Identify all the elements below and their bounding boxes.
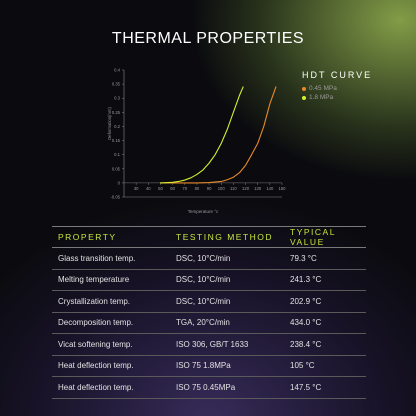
legend-title: HDT CURVE bbox=[302, 70, 373, 80]
method-cell: DSC, 10°C/min bbox=[170, 269, 284, 291]
y-tick-label: -0.05 bbox=[110, 195, 120, 200]
legend-label: 1.8 MPa bbox=[309, 94, 334, 101]
value-cell: 147.5 °C bbox=[284, 376, 366, 399]
x-axis-label: Temperature °c bbox=[188, 209, 219, 214]
property-cell: Crystallization temp. bbox=[52, 290, 170, 313]
value-cell: 105 °C bbox=[284, 355, 366, 377]
table-row: Vicat softening temp. ISO 306, GB/T 1633… bbox=[52, 333, 366, 356]
x-tick-label: 60 bbox=[170, 186, 175, 191]
y-tick-label: 0 bbox=[118, 180, 121, 185]
chart-legend: HDT CURVE 0.45 MPa 1.8 MPa bbox=[302, 70, 372, 103]
property-cell: Decomposition temp. bbox=[52, 312, 170, 334]
legend-item-18mpa: 1.8 MPa bbox=[302, 94, 372, 101]
value-cell: 241.3 °C bbox=[284, 269, 366, 291]
legend-item-045mpa: 0.45 MPa bbox=[302, 85, 372, 92]
hdt-curve-chart: -0.05 0 0.05 0.1 0.15 0.2 0.25 0.3 0.35 0.4 30 40 50… bbox=[107, 68, 287, 215]
x-tick-label: 30 bbox=[134, 186, 139, 191]
y-tick-label: 0.3 bbox=[114, 96, 120, 101]
method-cell: DSC, 10°C/min bbox=[170, 290, 284, 313]
table-row: Melting temperature DSC, 10°C/min 241.3 … bbox=[52, 269, 366, 291]
value-cell: 202.9 °C bbox=[284, 290, 366, 313]
x-tick-label: 50 bbox=[158, 186, 163, 191]
x-tick-label: 90 bbox=[207, 186, 212, 191]
property-cell: Melting temperature bbox=[52, 269, 170, 291]
method-cell: TGA, 20°C/min bbox=[170, 312, 284, 334]
series-line-1 bbox=[159, 86, 244, 184]
y-tick-label: 0.2 bbox=[114, 124, 120, 129]
x-tick-label: 120 bbox=[242, 186, 250, 191]
y-tick-label: 0.35 bbox=[112, 82, 121, 87]
property-cell: Heat deflection temp. bbox=[52, 376, 170, 399]
thermal-properties-table: PROPERTY TESTING METHOD TYPICAL VALUE Gl… bbox=[52, 226, 366, 399]
y-tick-label: 0.05 bbox=[112, 166, 121, 171]
value-cell: 79.3 °C bbox=[284, 247, 366, 270]
x-tick-label: 100 bbox=[218, 186, 226, 191]
x-tick-label: 80 bbox=[195, 186, 200, 191]
y-tick-label: 0.4 bbox=[114, 68, 120, 73]
page-title: THERMAL PROPERTIES bbox=[111, 30, 305, 47]
legend-swatch bbox=[302, 95, 306, 100]
table-row: Decomposition temp. TGA, 20°C/min 434.0 … bbox=[52, 312, 366, 334]
y-tick-label: 0.25 bbox=[112, 110, 121, 115]
property-cell: Heat deflection temp. bbox=[52, 355, 170, 377]
column-header: TYPICAL VALUE bbox=[284, 226, 366, 248]
table-header-row: PROPERTY TESTING METHOD TYPICAL VALUE bbox=[52, 226, 366, 248]
x-tick-label: 70 bbox=[182, 186, 187, 191]
x-tick-label: 130 bbox=[254, 186, 262, 191]
method-cell: ISO 75 1.8MPa bbox=[170, 355, 284, 377]
x-tick-label: 110 bbox=[230, 186, 237, 191]
y-tick-label: 0.15 bbox=[112, 138, 121, 143]
value-cell: 434.0 °C bbox=[284, 312, 366, 334]
table-row: Heat deflection temp. ISO 75 1.8MPa 105 … bbox=[52, 355, 366, 377]
table-row: Heat deflection temp. ISO 75 0.45MPa 147… bbox=[52, 376, 366, 399]
legend-swatch bbox=[302, 86, 306, 91]
method-cell: DSC, 10°C/min bbox=[170, 247, 284, 270]
legend-label: 0.45 MPa bbox=[309, 85, 337, 92]
method-cell: ISO 75 0.45MPa bbox=[170, 376, 284, 399]
value-cell: 238.4 °C bbox=[284, 333, 366, 356]
x-tick-label: 150 bbox=[279, 186, 287, 191]
property-cell: Glass transition temp. bbox=[52, 247, 170, 270]
y-tick-label: 0.1 bbox=[114, 152, 120, 157]
property-cell: Vicat softening temp. bbox=[52, 333, 170, 356]
method-cell: ISO 306, GB/T 1633 bbox=[170, 333, 284, 356]
column-header: TESTING METHOD bbox=[170, 226, 284, 248]
table-row: Crystallization temp. DSC, 10°C/min 202.… bbox=[52, 290, 366, 313]
table-row: Glass transition temp. DSC, 10°C/min 79.… bbox=[52, 247, 366, 270]
x-tick-label: 140 bbox=[266, 186, 274, 191]
x-tick-label: 40 bbox=[146, 186, 151, 191]
column-header: PROPERTY bbox=[52, 226, 170, 248]
y-axis-label: Deformation(mm) bbox=[107, 107, 112, 140]
series-line-0 bbox=[159, 86, 277, 184]
